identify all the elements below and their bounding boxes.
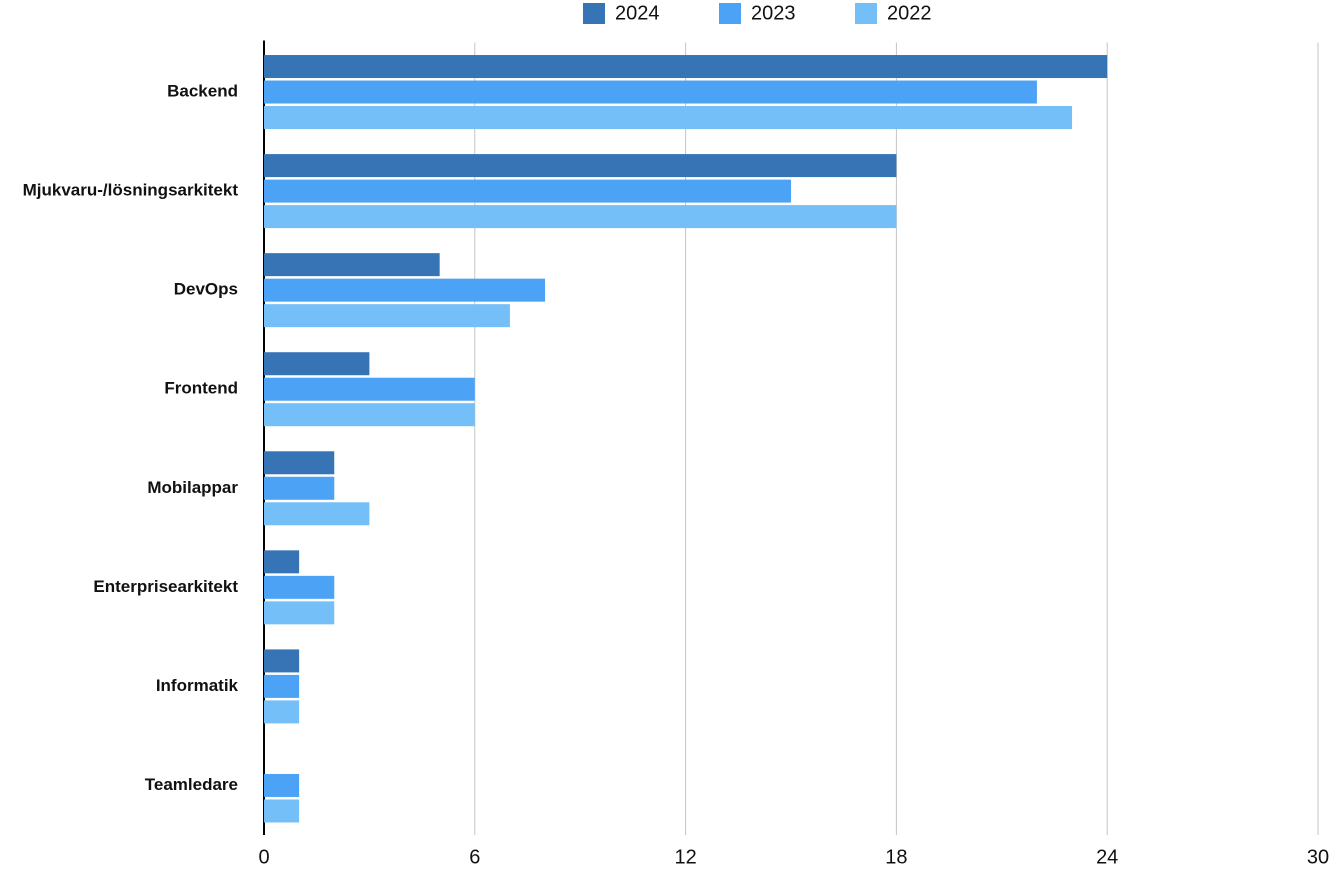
bar xyxy=(264,205,897,229)
bar xyxy=(264,773,300,797)
bar xyxy=(264,403,475,427)
x-tick-label: 30 xyxy=(1307,846,1329,868)
bar xyxy=(264,674,300,698)
bar xyxy=(264,575,335,599)
legend-swatch xyxy=(855,3,877,24)
y-tick-label: Informatik xyxy=(156,676,239,695)
bar xyxy=(264,179,791,203)
bar xyxy=(264,377,475,401)
bar xyxy=(264,799,300,823)
bar xyxy=(264,700,300,724)
bar xyxy=(264,106,1073,130)
legend-label: 2024 xyxy=(615,2,660,24)
legend-swatch xyxy=(583,3,605,24)
legend-swatch xyxy=(719,3,741,24)
bar xyxy=(264,278,546,302)
legend-label: 2022 xyxy=(887,2,932,24)
bar xyxy=(264,502,370,526)
y-tick-label: Enterprisearkitekt xyxy=(93,577,238,596)
x-tick-label: 12 xyxy=(674,846,696,868)
bar xyxy=(264,451,335,475)
x-tick-label: 0 xyxy=(258,846,269,868)
x-tick-label: 18 xyxy=(885,846,907,868)
y-tick-label: DevOps xyxy=(174,280,238,299)
bar xyxy=(264,80,1037,104)
y-tick-label: Backend xyxy=(167,82,238,101)
bar xyxy=(264,304,510,328)
bar xyxy=(264,601,335,625)
y-tick-label: Mjukvaru-/lösningsarkitekt xyxy=(23,181,239,200)
bar xyxy=(264,253,440,277)
bar xyxy=(264,154,897,178)
bar xyxy=(264,476,335,500)
bar xyxy=(264,55,1108,79)
legend-label: 2023 xyxy=(751,2,796,24)
y-tick-label: Mobilappar xyxy=(147,478,238,497)
y-tick-label: Frontend xyxy=(164,379,238,398)
x-tick-label: 24 xyxy=(1096,846,1118,868)
bar xyxy=(264,649,300,673)
bar xyxy=(264,352,370,376)
x-tick-label: 6 xyxy=(469,846,480,868)
y-tick-label: Teamledare xyxy=(145,775,238,794)
bar xyxy=(264,550,300,574)
